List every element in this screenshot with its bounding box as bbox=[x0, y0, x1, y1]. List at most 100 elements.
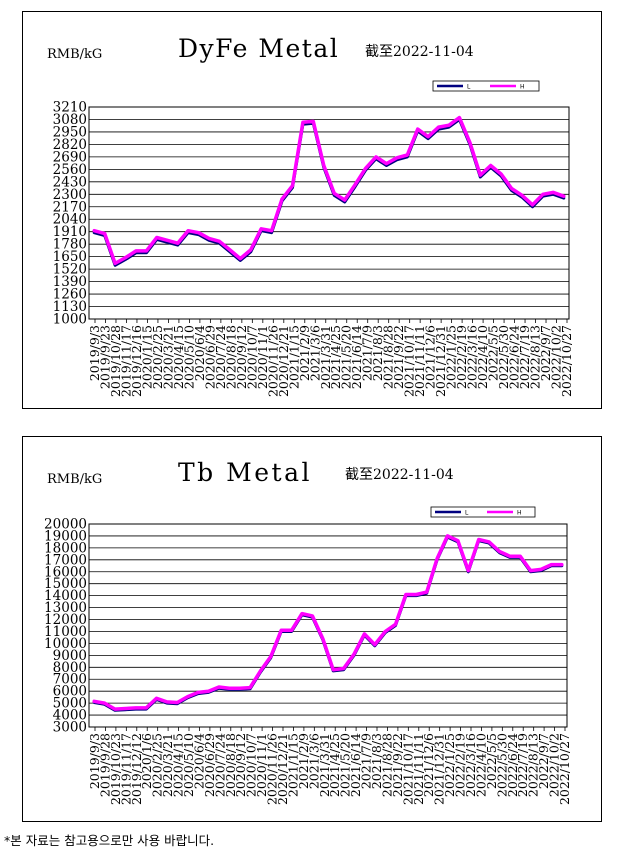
y-tick-label: 2170 bbox=[53, 199, 87, 215]
x-tick-label: 2019/9/23 bbox=[97, 325, 112, 389]
y-tick-label: 19000 bbox=[44, 528, 87, 544]
dyfe-metal-chart: RMB/kG DyFe Metal 截至2022-11-04L H1000113012… bbox=[47, 34, 574, 397]
x-tick-label: 2021/7/9 bbox=[359, 733, 374, 789]
x-tick-label: 2022/10/2 bbox=[547, 733, 562, 797]
y-tick-label: 1520 bbox=[53, 262, 87, 278]
x-tick-label: 2021/5/20 bbox=[339, 325, 354, 389]
x-tick-label: 2020/4/15 bbox=[171, 325, 186, 389]
series-line-l bbox=[92, 535, 564, 712]
x-tick-label: 2021/10/17 bbox=[400, 733, 415, 805]
x-tick-label: 2020/6/29 bbox=[202, 325, 217, 389]
x-tick-label: 2020/3/21 bbox=[160, 733, 175, 797]
unit-label: RMB/kG bbox=[47, 47, 102, 62]
x-tick-label: 2022/10/27 bbox=[557, 733, 572, 805]
x-tick-label: 2021/1/15 bbox=[286, 325, 301, 389]
y-tick-label: 3080 bbox=[53, 112, 87, 128]
series-line-l bbox=[92, 118, 566, 267]
x-tick-label: 2022/6/24 bbox=[507, 325, 522, 389]
y-tick-label: 14000 bbox=[44, 588, 87, 604]
x-tick-label: 2020/3/21 bbox=[160, 325, 175, 389]
x-tick-label: 2021/4/25 bbox=[327, 733, 342, 797]
x-tick-label: 2021/2/9 bbox=[297, 325, 312, 381]
y-tick-label: 9000 bbox=[53, 648, 87, 664]
x-tick-label: 2019/11/17 bbox=[118, 733, 133, 805]
x-tick-label: 2019/11/17 bbox=[118, 325, 133, 397]
y-tick-label: 13000 bbox=[44, 600, 87, 616]
y-tick-label: 20000 bbox=[44, 517, 87, 533]
chart-title: DyFe Metal bbox=[178, 34, 339, 63]
x-tick-label: 2021/10/17 bbox=[402, 325, 417, 397]
x-tick-label: 2021/12/6 bbox=[421, 733, 436, 797]
y-tick-label: 15000 bbox=[44, 576, 87, 592]
x-tick-label: 2020/10/7 bbox=[244, 325, 259, 389]
x-tick-label: 2020/11/26 bbox=[265, 325, 280, 397]
x-tick-label: 2022/2/19 bbox=[453, 733, 468, 797]
x-tick-label: 2019/9/3 bbox=[87, 325, 102, 381]
dyfe-metal-chart-panel: RMB/kG DyFe Metal 截至2022-11-04 L H 1000 1130 12… bbox=[22, 11, 602, 409]
x-tick-label: 2021/12/31 bbox=[432, 733, 447, 805]
x-tick-label: 2022/2/19 bbox=[454, 325, 469, 389]
y-tick-label: 5000 bbox=[53, 696, 87, 712]
series-line-h bbox=[92, 115, 566, 266]
x-tick-label: 2021/2/9 bbox=[296, 733, 311, 789]
legend-box bbox=[430, 506, 536, 518]
x-tick-label: 2020/9/12 bbox=[234, 325, 249, 389]
x-tick-label: 2020/6/4 bbox=[191, 733, 206, 789]
x-tick-label: 2022/7/19 bbox=[517, 325, 532, 389]
plot-area bbox=[88, 106, 570, 320]
x-tick-label: 2021/8/28 bbox=[381, 325, 396, 389]
x-tick-label: 2022/9/7 bbox=[536, 733, 551, 789]
x-tick-label: 2021/9/22 bbox=[391, 325, 406, 389]
x-tick-label: 2020/4/15 bbox=[171, 733, 186, 797]
footnote: *본 자료는 참고용으로만 사용 바랍니다. bbox=[4, 833, 215, 848]
x-tick-label: 2021/4/25 bbox=[328, 325, 343, 389]
legend-label-l: L bbox=[467, 84, 471, 91]
y-tick-label: 16000 bbox=[44, 564, 87, 580]
x-tick-label: 2022/5/30 bbox=[494, 733, 509, 797]
y-tick-label: 2820 bbox=[53, 137, 87, 153]
x-tick-label: 2020/5/10 bbox=[181, 733, 196, 797]
x-tick-label: 2021/8/28 bbox=[379, 733, 394, 797]
y-tick-label: 1260 bbox=[53, 287, 87, 303]
x-tick-label: 2022/8/13 bbox=[528, 325, 543, 389]
x-tick-label: 2022/4/10 bbox=[473, 733, 488, 797]
x-tick-label: 2022/9/7 bbox=[538, 325, 553, 381]
series-line-h bbox=[92, 534, 564, 711]
x-tick-label: 2022/8/13 bbox=[526, 733, 541, 797]
x-tick-label: 2020/1/15 bbox=[139, 325, 154, 389]
x-tick-label: 2021/3/31 bbox=[318, 325, 333, 389]
x-tick-label: 2021/11/11 bbox=[412, 325, 427, 397]
x-tick-label: 2021/3/6 bbox=[307, 325, 322, 381]
y-tick-label: 18000 bbox=[44, 540, 87, 556]
x-tick-label: 2020/11/1 bbox=[255, 325, 270, 389]
x-tick-label: 2021/1/15 bbox=[285, 733, 300, 797]
x-tick-label: 2019/9/3 bbox=[87, 733, 102, 789]
x-tick-label: 2022/5/30 bbox=[496, 325, 511, 389]
date-note: 截至2022-11-04 bbox=[345, 467, 454, 483]
y-tick-label: 2040 bbox=[53, 212, 87, 228]
x-tick-label: 2020/6/29 bbox=[202, 733, 217, 797]
y-tick-label: 2430 bbox=[53, 174, 87, 190]
unit-label: RMB/kG bbox=[47, 472, 102, 487]
y-tick-label: 1650 bbox=[53, 249, 87, 265]
legend-label-h: H bbox=[517, 510, 522, 517]
plot-area bbox=[88, 523, 568, 728]
x-tick-label: 2022/5/5 bbox=[484, 733, 499, 789]
tb-metal-chart: RMB/kG Tb Metal 截至2022-11-04L H300040005000… bbox=[44, 458, 572, 805]
x-tick-label: 2022/1/25 bbox=[444, 325, 459, 389]
x-tick-label: 2022/1/25 bbox=[442, 733, 457, 797]
x-tick-label: 2019/12/16 bbox=[129, 325, 144, 397]
y-tick-label: 3210 bbox=[53, 100, 87, 116]
x-tick-label: 2022/10/27 bbox=[559, 325, 574, 397]
chart-title: Tb Metal bbox=[178, 458, 312, 487]
x-tick-label: 2021/6/14 bbox=[349, 325, 364, 389]
x-tick-label: 2020/12/21 bbox=[275, 733, 290, 805]
x-tick-label: 2022/10/2 bbox=[549, 325, 564, 389]
x-tick-label: 2020/1/6 bbox=[139, 733, 154, 789]
x-tick-label: 2020/7/24 bbox=[213, 325, 228, 389]
y-tick-label: 11000 bbox=[44, 624, 87, 640]
y-tick-label: 1390 bbox=[53, 274, 87, 290]
x-tick-label: 2021/7/9 bbox=[360, 325, 375, 381]
